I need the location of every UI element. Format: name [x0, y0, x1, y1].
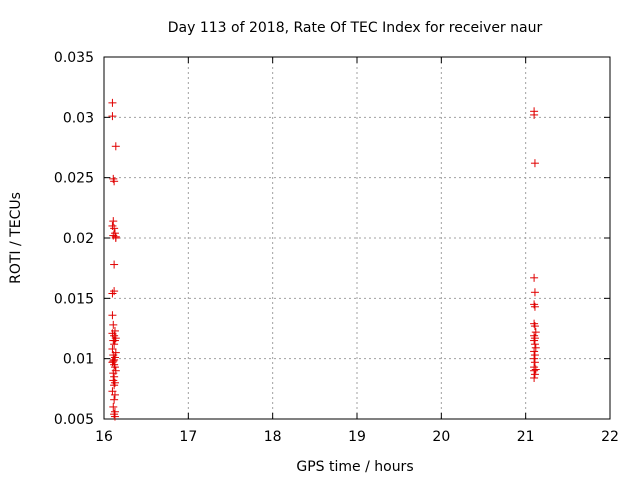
y-tick-label: 0.015 [54, 291, 94, 307]
data-point [108, 289, 117, 298]
data-point [530, 340, 539, 349]
data-point [530, 351, 539, 360]
data-point [109, 369, 118, 378]
chart-title: Day 113 of 2018, Rate Of TEC Index for r… [168, 20, 543, 36]
data-point [530, 370, 539, 379]
data-points [108, 98, 540, 421]
data-point [108, 311, 117, 320]
data-point [111, 142, 120, 151]
y-tick-label: 0.01 [63, 352, 94, 368]
x-tick-label: 17 [179, 429, 197, 445]
x-tick-label: 19 [348, 429, 366, 445]
data-point [530, 366, 539, 375]
data-point [530, 159, 539, 168]
y-tick-label: 0.035 [54, 50, 94, 66]
data-point [530, 288, 539, 297]
data-point [109, 402, 118, 411]
data-point [531, 365, 540, 374]
data-point [110, 340, 119, 349]
x-tick-label: 18 [264, 429, 282, 445]
y-axis: 0.005 0.01 0.015 0.02 0.025 0.03 0.035 [54, 50, 610, 428]
data-point [111, 234, 120, 242]
data-point [530, 322, 539, 331]
x-tick-label: 21 [517, 429, 535, 445]
y-tick-label: 0.02 [63, 231, 94, 247]
data-point [110, 390, 119, 399]
data-point [110, 412, 119, 421]
data-point [531, 343, 540, 352]
data-point [110, 372, 119, 381]
x-tick-label: 22 [601, 429, 619, 445]
data-point [531, 328, 540, 337]
data-point [110, 260, 119, 269]
x-tick-label: 20 [432, 429, 450, 445]
data-point [109, 357, 118, 366]
data-point [109, 217, 118, 226]
y-tick-label: 0.005 [54, 412, 94, 428]
data-point [530, 273, 539, 282]
data-point [530, 358, 539, 367]
x-tick-label: 16 [95, 429, 113, 445]
data-point [108, 112, 117, 121]
data-point [108, 98, 117, 107]
y-axis-label: ROTI / TECUs [8, 192, 24, 284]
data-point [530, 110, 539, 119]
data-point [109, 320, 118, 329]
data-point [109, 336, 118, 345]
data-point [530, 347, 539, 356]
data-point [110, 224, 119, 233]
data-point [530, 354, 539, 363]
data-point [530, 373, 539, 382]
data-point [108, 345, 117, 354]
x-axis-label: GPS time / hours [296, 459, 413, 475]
y-tick-label: 0.03 [63, 110, 94, 126]
x-axis: 16 17 18 19 20 21 22 [95, 57, 619, 445]
data-point [110, 381, 119, 390]
data-point [110, 363, 119, 372]
data-point [110, 177, 119, 186]
data-point [110, 395, 119, 404]
grid-layer [104, 57, 610, 419]
data-point [530, 302, 539, 311]
data-point [530, 336, 539, 345]
y-tick-label: 0.025 [54, 171, 94, 187]
